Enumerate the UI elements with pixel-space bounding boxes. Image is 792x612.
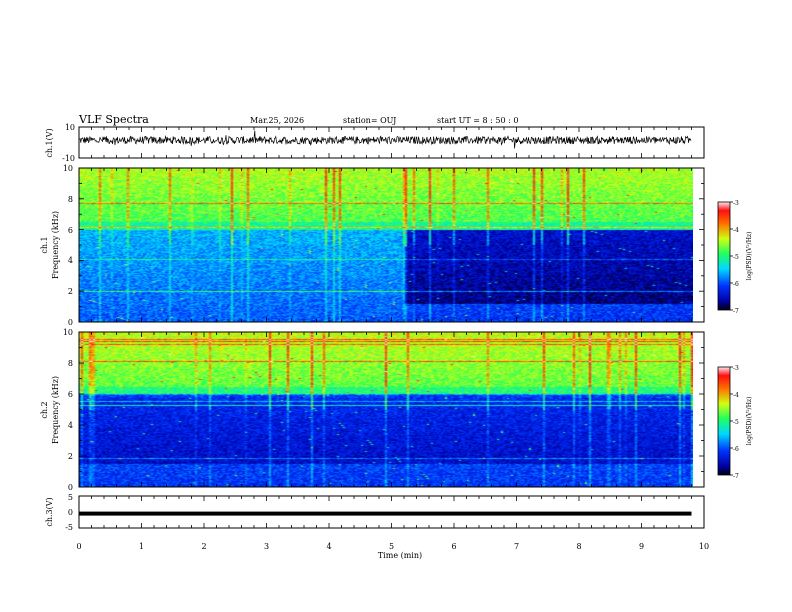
ch1-colorbar: -3 -4 -5 -6 -7 log(PSD)(V²/Hz): [717, 200, 753, 315]
cb2-tick-3: -3: [733, 365, 739, 372]
spec2-ylabel-channel: ch.2: [40, 401, 49, 418]
xtick-3: 3: [264, 542, 269, 551]
ch1-ticks: [78, 127, 705, 158]
ch1-ytick-bottom: -10: [62, 154, 75, 163]
ch3-ytick-0: 0: [68, 508, 73, 517]
spec1-ytick-8: 8: [68, 195, 73, 204]
x-axis: 0 1 2 3 4 5 6 7 8 9 10 Time (min): [76, 542, 709, 560]
ch1-spec-ticks: [78, 167, 705, 323]
cb1-tick-4: -4: [733, 227, 739, 234]
spec2-ytick-0: 0: [68, 483, 73, 492]
xtick-4: 4: [326, 542, 331, 551]
figure-title: VLF Spectra: [78, 113, 149, 126]
colorbar1-fill: [717, 201, 731, 311]
xtick-5: 5: [389, 542, 394, 551]
xtick-0: 0: [76, 542, 81, 551]
date-label: Mar.25, 2026: [250, 116, 304, 125]
spec1-ytick-4: 4: [68, 256, 73, 265]
cb2-tick-4: -4: [733, 392, 739, 399]
ch3-ticks: [78, 496, 705, 528]
spec1-ytick-2: 2: [68, 287, 73, 296]
colorbar1-label: log(PSD)(V²/Hz): [746, 232, 753, 281]
ch2-spectrogram-panel: 0 2 4 6 8 10 ch.2 Frequency (kHz): [40, 328, 705, 492]
spec2-ytick-4: 4: [68, 421, 73, 430]
colorbar2-label: log(PSD)(V²/Hz): [746, 397, 753, 446]
xtick-7: 7: [514, 542, 519, 551]
colorbar2-ticks: [730, 366, 733, 476]
ch1-waveform-trace: [78, 130, 692, 149]
xtick-2: 2: [201, 542, 206, 551]
ch1-waveform-panel: 10 -10 ch.1(V): [45, 123, 705, 163]
xtick-9: 9: [639, 542, 644, 551]
cb1-tick-5: -5: [733, 254, 739, 261]
ch2-colorbar: -3 -4 -5 -6 -7 log(PSD)(V²/Hz): [717, 365, 753, 480]
spec1-ytick-10: 10: [63, 164, 73, 173]
spec2-ytick-8: 8: [68, 359, 73, 368]
cb1-tick-3: -3: [733, 200, 739, 207]
station-label: station= OUJ: [343, 116, 396, 125]
xtick-10: 10: [699, 542, 709, 551]
spec1-ytick-0: 0: [68, 318, 73, 327]
ch2-spec-ticks: [78, 331, 705, 488]
ch3-waveform-panel: 5 0 -5 ch.3(V): [45, 493, 705, 532]
ch3-ytick-neg5: -5: [65, 523, 73, 532]
cb1-tick-6: -6: [733, 281, 739, 288]
colorbar1-ticks: [730, 201, 733, 311]
ch1-spectrogram-panel: 0 2 4 6 8 10 ch.1 Frequency (kHz): [40, 164, 705, 327]
x-axis-label: Time (min): [378, 551, 422, 560]
spec1-ylabel-channel: ch.1: [40, 236, 49, 253]
ch2-spectrogram-image: [79, 332, 693, 487]
ch1-ylabel: ch.1(V): [45, 128, 54, 157]
ch3-ylabel: ch.3(V): [45, 497, 54, 526]
spec1-ylabel-frequency: Frequency (kHz): [51, 211, 60, 279]
spec1-ytick-6: 6: [68, 226, 73, 235]
spec2-ytick-10: 10: [63, 328, 73, 337]
start-time-label: start UT = 8 : 50 : 0: [437, 116, 518, 125]
cb1-tick-7: -7: [733, 308, 739, 315]
cb2-tick-7: -7: [733, 473, 739, 480]
spec2-ytick-6: 6: [68, 390, 73, 399]
cb2-tick-5: -5: [733, 419, 739, 426]
xtick-8: 8: [576, 542, 581, 551]
ch3-ytick-5: 5: [68, 493, 73, 502]
ch3-constant-trace: [79, 511, 692, 516]
colorbar2-fill: [717, 366, 731, 476]
ch1-spectrogram-image: [79, 168, 693, 322]
xtick-1: 1: [139, 542, 144, 551]
ch1-ytick-top: 10: [65, 123, 75, 132]
cb2-tick-6: -6: [733, 446, 739, 453]
spec2-ylabel-frequency: Frequency (kHz): [51, 376, 60, 444]
xtick-6: 6: [451, 542, 456, 551]
spec2-ytick-2: 2: [68, 452, 73, 461]
